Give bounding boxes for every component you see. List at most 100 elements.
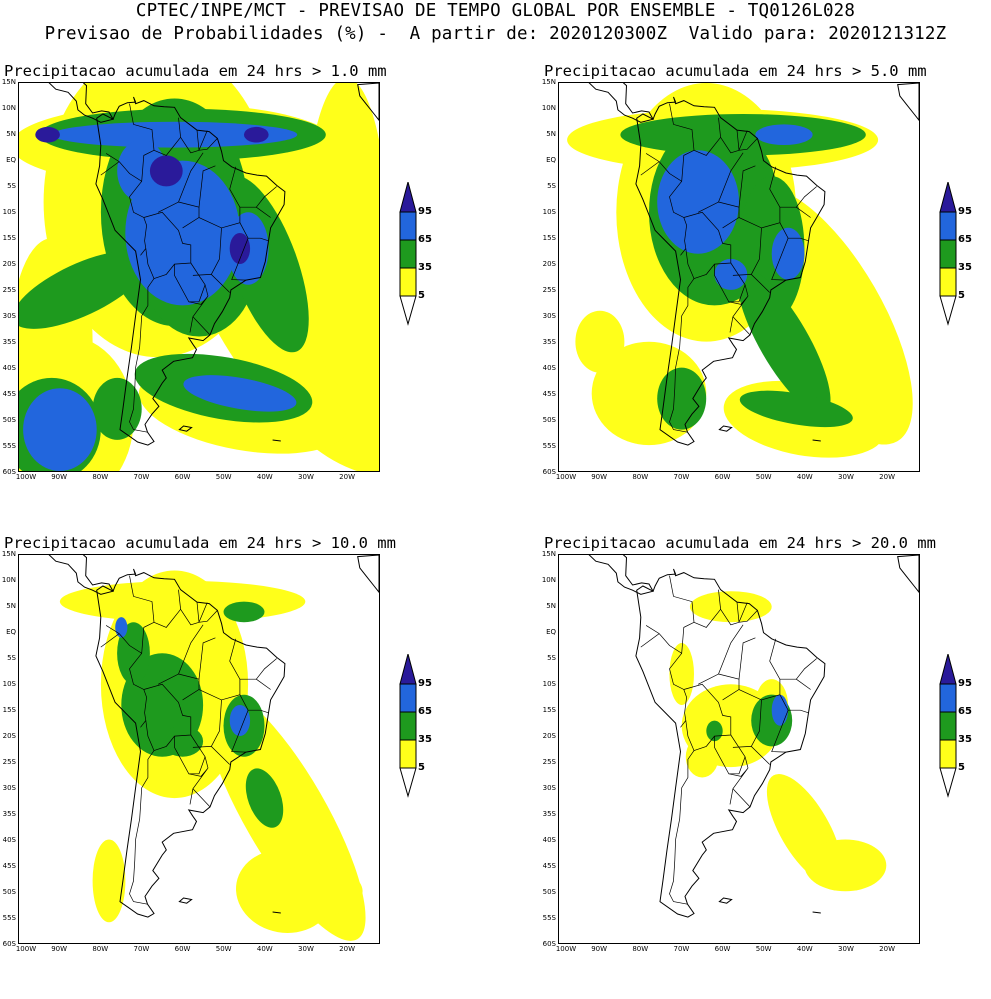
lat-tick-label: 25S (542, 286, 556, 294)
legend-label: 35 (958, 262, 972, 273)
lon-tick-label: 40W (256, 945, 273, 953)
lat-tick-label: 5S (7, 182, 16, 190)
lon-tick-label: 40W (796, 473, 813, 481)
lat-tick-label: 10S (2, 680, 16, 688)
lat-tick-label: 5S (7, 654, 16, 662)
legend-label: 5 (418, 290, 425, 301)
lon-tick-label: 90W (51, 473, 68, 481)
map-panel-4: Precipitacao acumulada em 24 hrs > 20.0 … (540, 534, 991, 999)
lon-tick-label: 90W (51, 945, 68, 953)
map-panel-3: Precipitacao acumulada em 24 hrs > 10.0 … (0, 534, 470, 999)
lon-tick-label: 80W (632, 945, 649, 953)
lat-tick-label: 30S (542, 312, 556, 320)
lon-tick-label: 50W (215, 945, 232, 953)
legend-label: 5 (958, 762, 965, 773)
lat-tick-label: 15N (1, 78, 16, 86)
legend-label: 95 (958, 678, 972, 689)
lat-tick-label: 60S (542, 468, 556, 476)
probability-legend: 95 65 35 5 (398, 180, 458, 332)
lat-tick-label: 40S (542, 836, 556, 844)
legend-label: 35 (418, 734, 432, 745)
lat-tick-label: 25S (2, 758, 16, 766)
lon-tick-label: 90W (591, 473, 608, 481)
probability-map (18, 554, 380, 944)
lat-tick-label: 10N (1, 104, 16, 112)
lat-tick-label: EQ (546, 156, 556, 164)
lon-tick-label: 60W (714, 473, 731, 481)
lat-tick-label: 10S (2, 208, 16, 216)
lon-tick-label: 60W (174, 945, 191, 953)
lat-tick-label: 10S (542, 680, 556, 688)
legend-label: 5 (418, 762, 425, 773)
lat-tick-label: 15S (2, 234, 16, 242)
lat-tick-label: 35S (2, 338, 16, 346)
lon-tick-label: 100W (15, 945, 37, 953)
lon-tick-label: 70W (133, 945, 150, 953)
probability-map (558, 82, 920, 472)
lat-tick-label: 55S (542, 914, 556, 922)
probability-legend: 95 65 35 5 (938, 652, 991, 804)
lon-tick-label: 20W (339, 473, 355, 481)
lat-tick-label: 5N (6, 602, 16, 610)
lon-tick-label: 30W (838, 473, 854, 481)
lat-tick-label: 15N (541, 78, 556, 86)
lon-tick-label: 50W (755, 473, 772, 481)
lon-tick-label: 70W (133, 473, 150, 481)
legend-label: 65 (958, 234, 972, 245)
panel-title: Precipitacao acumulada em 24 hrs > 20.0 … (544, 534, 936, 552)
lat-tick-label: 30S (542, 784, 556, 792)
lon-tick-label: 60W (174, 473, 191, 481)
lat-tick-label: 45S (2, 390, 16, 398)
legend-label: 65 (418, 706, 432, 717)
lat-tick-label: 25S (2, 286, 16, 294)
lat-tick-label: 45S (2, 862, 16, 870)
lon-tick-label: 30W (838, 945, 854, 953)
lat-tick-label: EQ (546, 628, 556, 636)
lon-tick-label: 50W (755, 945, 772, 953)
lat-tick-label: 15N (1, 550, 16, 558)
lon-tick-label: 30W (298, 945, 314, 953)
lat-tick-label: EQ (6, 156, 16, 164)
lat-tick-label: 10N (541, 104, 556, 112)
lat-tick-label: 20S (542, 732, 556, 740)
legend-label: 5 (958, 290, 965, 301)
panel-title: Precipitacao acumulada em 24 hrs > 5.0 m… (544, 62, 927, 80)
lat-tick-label: 25S (542, 758, 556, 766)
legend-label: 35 (418, 262, 432, 273)
legend-label: 95 (958, 206, 972, 217)
lon-tick-label: 20W (879, 945, 895, 953)
lat-tick-label: 5S (547, 182, 556, 190)
lat-tick-label: 20S (2, 732, 16, 740)
map-panel-1: Precipitacao acumulada em 24 hrs > 1.0 m… (0, 62, 470, 527)
lat-tick-label: 45S (542, 390, 556, 398)
lon-tick-label: 100W (555, 945, 577, 953)
legend-label: 65 (958, 706, 972, 717)
lat-tick-label: 55S (2, 914, 16, 922)
lat-tick-label: 15S (542, 706, 556, 714)
header-line-2: Previsao de Probabilidades (%) - A parti… (44, 24, 947, 44)
legend-label: 35 (958, 734, 972, 745)
lat-tick-label: 60S (2, 940, 16, 948)
header-line-1: CPTEC/INPE/MCT - PREVISAO DE TEMPO GLOBA… (135, 1, 856, 21)
lon-tick-label: 90W (591, 945, 608, 953)
lat-tick-label: 10S (542, 208, 556, 216)
lat-tick-label: 15N (541, 550, 556, 558)
lat-tick-label: 50S (542, 888, 556, 896)
lat-tick-label: 40S (542, 364, 556, 372)
lon-tick-label: 40W (256, 473, 273, 481)
probability-legend: 95 65 35 5 (398, 652, 458, 804)
lat-tick-label: 10N (541, 576, 556, 584)
lat-tick-label: 5N (546, 130, 556, 138)
legend-label: 95 (418, 206, 432, 217)
lat-tick-label: 45S (542, 862, 556, 870)
legend-label: 95 (418, 678, 432, 689)
lat-tick-label: 55S (2, 442, 16, 450)
lat-tick-label: 40S (2, 364, 16, 372)
probability-legend: 95 65 35 5 (938, 180, 991, 332)
lat-tick-label: 60S (542, 940, 556, 948)
panel-title: Precipitacao acumulada em 24 hrs > 1.0 m… (4, 62, 387, 80)
lat-tick-label: 50S (542, 416, 556, 424)
lat-tick-label: 35S (542, 338, 556, 346)
lon-tick-label: 70W (673, 945, 690, 953)
lat-tick-label: 50S (2, 416, 16, 424)
